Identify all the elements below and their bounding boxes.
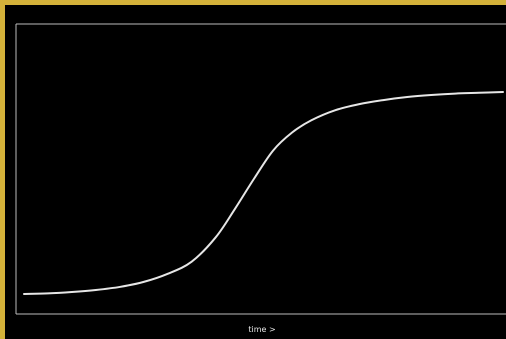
chart-svg: time > bbox=[15, 23, 506, 334]
chart-axes bbox=[15, 23, 506, 315]
chart-frame: time > bbox=[5, 5, 506, 339]
x-axis-label: time > bbox=[248, 325, 275, 334]
chart-labels: time > bbox=[248, 325, 275, 334]
series-line-0 bbox=[23, 91, 504, 295]
y-axis-label bbox=[0, 151, 12, 171]
chart-marks bbox=[23, 91, 504, 295]
